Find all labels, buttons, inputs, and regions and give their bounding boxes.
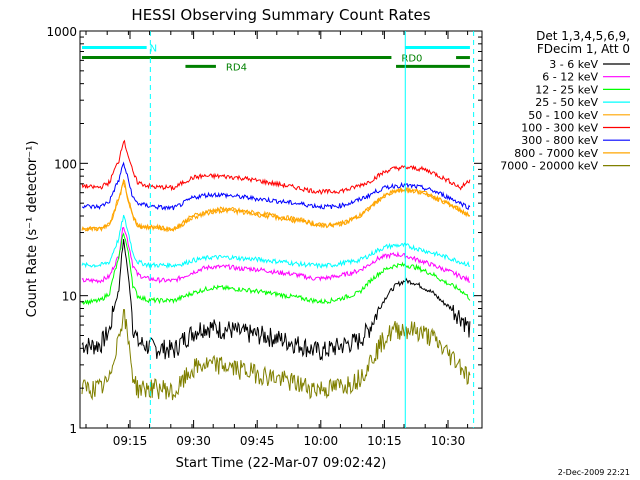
series-line-8 (81, 309, 471, 401)
x-tick-label: 09:30 (176, 434, 211, 448)
y-tick-label: 10 (62, 290, 77, 304)
legend-label-4: 50 - 100 keV (528, 109, 598, 122)
legend-label-3: 25 - 50 keV (535, 96, 598, 109)
legend-label-1: 6 - 12 keV (542, 71, 598, 84)
y-tick-label: 1000 (46, 25, 77, 39)
legend-label-8: 7000 - 20000 keV (500, 160, 598, 173)
plot-area (79, 30, 483, 429)
vlines-layer (149, 31, 475, 428)
x-tick-label: 10:15 (367, 434, 402, 448)
legend-label-2: 12 - 25 keV (535, 83, 598, 96)
x-axis-label: Start Time (22-Mar-07 09:02:42) (176, 456, 387, 471)
footer-date: 2-Dec-2009 22:21 (558, 468, 630, 477)
axes-layer: 09:15 09:30 09:45 10:00 10:15 10:30 1 10 100 1000 (46, 25, 482, 448)
legend-label-6: 300 - 800 keV (521, 134, 598, 147)
x-tick-label: 10:30 (431, 434, 466, 448)
flag-label-0: N (150, 44, 157, 55)
y-axis-label: Count Rate (s⁻¹ detector⁻¹) (25, 141, 40, 318)
chart-title: HESSI Observing Summary Count Rates (131, 6, 430, 24)
legend-label-0: 3 - 6 keV (549, 58, 598, 71)
legend-label-5: 100 - 300 keV (521, 122, 598, 135)
y-tick-label: 100 (54, 157, 77, 171)
x-tick-label: 09:15 (113, 434, 148, 448)
legend: Det 1,3,4,5,6,9, FDecim 1, Att 0 3 - 6 k… (500, 29, 630, 173)
legend-header-line-2: FDecim 1, Att 0 (537, 42, 630, 56)
x-tick-label: 09:45 (240, 434, 275, 448)
x-tick-label: 10:00 (304, 434, 339, 448)
flags-layer: N RD0 RD4 (82, 44, 470, 73)
legend-header-line-1: Det 1,3,4,5,6,9, (536, 29, 630, 43)
series-line-2 (81, 232, 471, 306)
flag-label-1: RD0 (401, 54, 422, 65)
series-line-3 (81, 214, 471, 270)
series-layer (81, 139, 471, 401)
flag-label-2: RD4 (226, 62, 247, 73)
y-tick-label: 1 (69, 422, 77, 436)
series-line-6 (82, 161, 471, 211)
series-line-7 (81, 180, 471, 232)
legend-label-7: 800 - 7000 keV (514, 147, 598, 160)
series-line-1 (81, 226, 471, 284)
plot-frame (79, 30, 483, 429)
